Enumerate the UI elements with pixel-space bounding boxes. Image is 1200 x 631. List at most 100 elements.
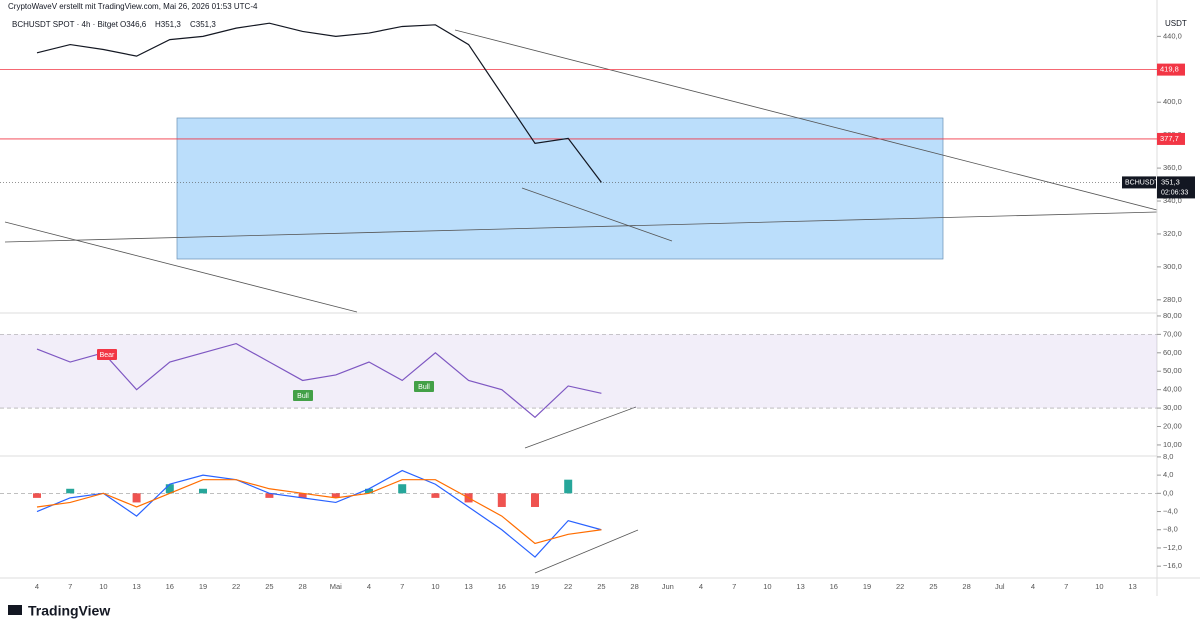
histogram-bar <box>365 488 373 494</box>
series-line <box>36 479 602 545</box>
y-tick-label: −4,0 <box>1163 507 1178 516</box>
open: O346,6 <box>120 20 147 29</box>
price-label: 351,3 <box>1161 177 1180 186</box>
histogram-bar <box>398 484 407 494</box>
x-tick-label: 19 <box>531 582 539 591</box>
x-tick-label: 7 <box>68 582 72 591</box>
histogram-bar <box>531 493 539 507</box>
price-tag <box>1157 176 1195 199</box>
y-tick-label: 440,0 <box>1163 31 1182 40</box>
trendline <box>524 406 637 449</box>
level-tag <box>1157 63 1185 76</box>
signal-label: Bull <box>418 384 430 391</box>
close: C351,3 <box>190 20 216 29</box>
histogram-bar <box>66 488 75 494</box>
symbol: BCHUSDT SPOT · 4h · Bitget <box>12 20 119 29</box>
x-tick-label: 13 <box>796 582 804 591</box>
x-tick-label: 28 <box>298 582 306 591</box>
x-tick-label: 25 <box>265 582 273 591</box>
x-tick-label: 16 <box>498 582 506 591</box>
x-tick-label: 13 <box>1128 582 1136 591</box>
x-tick-label: 10 <box>431 582 439 591</box>
series-line <box>36 342 602 419</box>
x-tick-label: 4 <box>35 582 39 591</box>
y-tick-label: 40,00 <box>1163 385 1182 394</box>
histogram-bar <box>431 493 440 498</box>
credit: CryptoWaveV erstellt mit TradingView.com… <box>8 2 258 11</box>
x-tick-label: 19 <box>199 582 207 591</box>
y-tick-label: 340,0 <box>1163 196 1182 205</box>
x-tick-label: 7 <box>1064 582 1068 591</box>
level-tag <box>1157 132 1185 145</box>
y-tick-label: 360,0 <box>1163 163 1182 172</box>
series-line <box>36 469 602 558</box>
x-tick-label: 22 <box>896 582 904 591</box>
high: H351,3 <box>155 20 181 29</box>
y-tick-label: −12,0 <box>1163 543 1182 552</box>
x-tick-label: 19 <box>863 582 871 591</box>
unit: USDT <box>1165 19 1187 28</box>
histogram-bar <box>331 493 340 498</box>
y-tick-label: −16,0 <box>1163 561 1182 570</box>
signal-tag <box>414 381 434 392</box>
x-tick-label: 4 <box>367 582 371 591</box>
x-tick-label: 13 <box>464 582 472 591</box>
y-tick-label: −8,0 <box>1163 525 1178 534</box>
signal-label: Bear <box>100 352 115 359</box>
x-tick-label: 22 <box>232 582 240 591</box>
histogram-bar <box>298 493 307 498</box>
x-tick-label: 10 <box>763 582 771 591</box>
x-tick-label: 28 <box>630 582 638 591</box>
logo <box>8 605 22 615</box>
y-tick-label: 30,00 <box>1163 403 1182 412</box>
y-tick-label: 70,00 <box>1163 329 1182 338</box>
y-tick-label: 0,0 <box>1163 488 1173 497</box>
trendline <box>534 529 639 574</box>
histogram-bar <box>564 479 573 494</box>
x-tick-label: 7 <box>732 582 736 591</box>
x-tick-label: 16 <box>166 582 174 591</box>
y-tick-label: 300,0 <box>1163 262 1182 271</box>
trendline <box>4 221 358 313</box>
signal-tag <box>97 349 117 360</box>
x-tick-label: 10 <box>1095 582 1103 591</box>
rsi-band <box>0 334 1157 409</box>
y-tick-label: 80,00 <box>1163 311 1182 320</box>
signal-tag <box>293 390 313 401</box>
histogram-bar <box>199 488 207 494</box>
y-tick-label: 10,00 <box>1163 440 1182 449</box>
x-tick-label: 7 <box>400 582 404 591</box>
countdown: 02:06:33 <box>1161 189 1188 196</box>
y-tick-label: 4,0 <box>1163 470 1173 479</box>
y-tick-label: 280,0 <box>1163 295 1182 304</box>
y-tick-label: 8,0 <box>1163 452 1173 461</box>
signal-label: Bull <box>297 393 309 400</box>
x-tick-label: Jul <box>995 582 1005 591</box>
histogram-bar <box>165 484 174 494</box>
trendline <box>521 187 673 242</box>
x-tick-label: 13 <box>132 582 140 591</box>
histogram-bar <box>33 493 41 498</box>
y-tick-label: 400,0 <box>1163 97 1182 106</box>
x-tick-label: 22 <box>564 582 572 591</box>
x-tick-label: 25 <box>597 582 605 591</box>
trendline <box>4 211 1158 243</box>
symbol-label: BCHUSDT <box>1125 179 1160 186</box>
x-tick-label: 4 <box>699 582 703 591</box>
zone <box>176 117 944 260</box>
y-tick-label: 20,00 <box>1163 421 1182 430</box>
histogram-bar <box>265 493 274 498</box>
histogram-bar <box>132 493 141 503</box>
level-label: 419,8 <box>1160 65 1179 74</box>
x-tick-label: Mai <box>330 582 342 591</box>
symbol-tag <box>1122 176 1156 189</box>
x-tick-label: 16 <box>830 582 838 591</box>
level-label: 377,7 <box>1160 134 1179 143</box>
y-tick-label: 320,0 <box>1163 229 1182 238</box>
histogram-bar <box>497 493 506 507</box>
y-tick-label: 50,00 <box>1163 366 1182 375</box>
x-tick-label: 28 <box>962 582 970 591</box>
trendline <box>454 29 1158 211</box>
